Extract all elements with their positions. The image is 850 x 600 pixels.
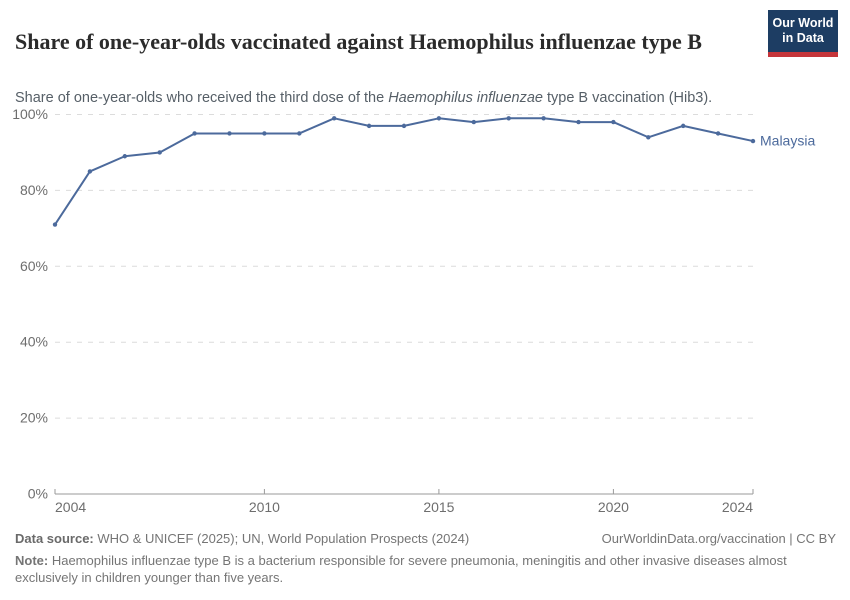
x-tick-label: 2010 [249, 499, 280, 515]
data-point[interactable] [471, 119, 476, 125]
data-point[interactable] [122, 154, 128, 159]
y-tick-label: 40% [20, 334, 48, 350]
data-point[interactable] [192, 131, 197, 136]
owid-license-link[interactable]: OurWorldinData.org/vaccination | CC BY [601, 531, 836, 546]
x-tick-label: 2004 [55, 499, 86, 515]
page-title: Share of one-year-olds vaccinated agains… [15, 28, 702, 54]
data-point[interactable] [366, 123, 372, 129]
data-point[interactable] [646, 135, 651, 140]
data-point[interactable] [611, 119, 616, 125]
data-point[interactable] [157, 150, 162, 155]
chart-footer: Data source: WHO & UNICEF (2025); UN, Wo… [15, 531, 836, 546]
data-point[interactable] [506, 116, 511, 121]
x-tick-label: 2015 [423, 499, 454, 515]
data-point[interactable] [541, 116, 546, 121]
subtitle-text: Share of one-year-olds who received the … [15, 89, 389, 106]
data-line[interactable] [54, 117, 754, 226]
series-end-label: Malaysia [760, 133, 815, 149]
subtitle-text-end: type B vaccination (Hib3). [542, 89, 713, 106]
owid-logo[interactable]: Our World in Data [768, 10, 838, 57]
y-tick-label: 80% [20, 182, 48, 198]
x-tick-label: 2020 [598, 499, 629, 515]
data-point[interactable] [262, 131, 267, 136]
data-point[interactable] [227, 131, 232, 136]
y-tick-label: 20% [20, 410, 48, 426]
owid-logo-line1: Our World [772, 16, 834, 30]
chart-subtitle: Share of one-year-olds who received the … [15, 89, 755, 108]
y-tick-label: 0% [28, 486, 48, 502]
data-point[interactable] [297, 131, 302, 136]
data-source-line: Data source: WHO & UNICEF (2025); UN, Wo… [15, 531, 469, 546]
x-tick-label: 2024 [722, 499, 753, 515]
owid-logo-line2: in Data [782, 31, 824, 46]
y-tick-label: 60% [20, 258, 48, 274]
note-label: Note: [15, 553, 49, 568]
subtitle-italic-text: Haemophilus influenzae [388, 89, 543, 106]
data-point[interactable] [436, 116, 442, 121]
data-point[interactable] [87, 169, 93, 174]
data-point[interactable] [681, 123, 686, 129]
data-point[interactable] [52, 222, 58, 227]
data-source-label: Data source: [15, 531, 94, 546]
data-point[interactable] [332, 116, 337, 121]
data-point[interactable] [715, 131, 721, 136]
chart-note: Note: Haemophilus influenzae type B is a… [15, 553, 797, 586]
data-source-text: WHO & UNICEF (2025); UN, World Populatio… [93, 531, 470, 546]
data-point[interactable] [401, 123, 407, 129]
data-point[interactable] [576, 119, 581, 125]
data-point[interactable] [750, 138, 756, 144]
y-tick-label: 100% [12, 106, 48, 122]
note-text: Haemophilus influenzae type B is a bacte… [15, 553, 787, 585]
